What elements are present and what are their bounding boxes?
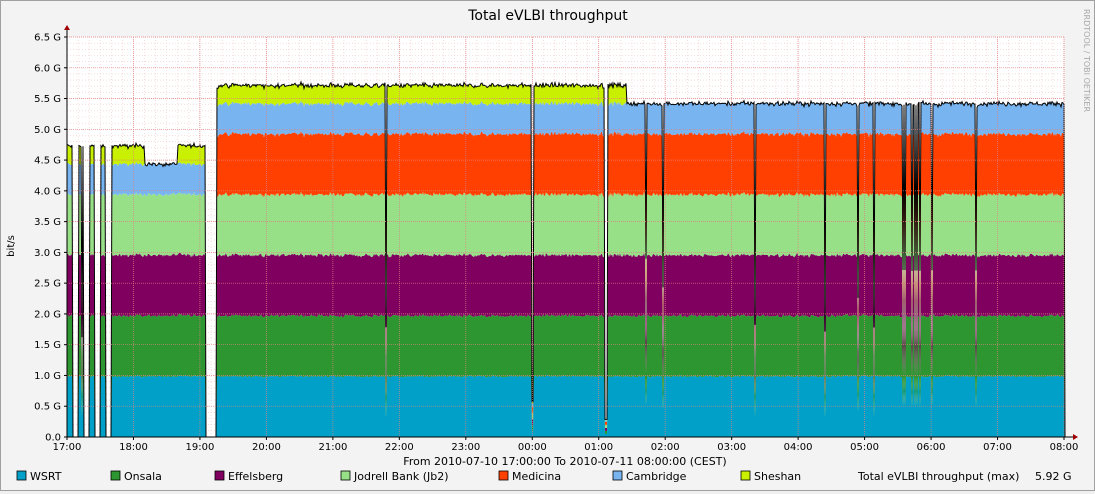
x-tick-label: 08:00 <box>1050 442 1079 453</box>
x-tick-label: 18:00 <box>119 442 148 453</box>
x-tick-label: 06:00 <box>917 442 946 453</box>
total-throughput-line <box>66 80 1066 438</box>
y-tick-label: 2.5 G <box>34 279 61 290</box>
y-axis-arrow <box>64 25 70 30</box>
legend-label-medicina: Medicina <box>512 470 561 483</box>
x-tick-label: 03:00 <box>717 442 746 453</box>
x-tick-label: 01:00 <box>584 442 613 453</box>
legend-label-sheshan: Sheshan <box>754 470 801 483</box>
y-axis-label: bit/s <box>6 235 17 257</box>
legend-swatch-onsala <box>110 470 121 481</box>
legend-swatch-jodrell-bank-jb2- <box>340 470 351 481</box>
legend-swatch-medicina <box>498 470 509 481</box>
y-tick-label: 3.0 G <box>34 248 61 259</box>
y-tick-label: 5.5 G <box>34 94 61 105</box>
legend-label-onsala: Onsala <box>124 470 162 483</box>
rrdtool-side-label: RRDTOOL / TOBI OETIKER <box>1082 9 1091 112</box>
y-tick-label: 6.0 G <box>34 63 61 74</box>
x-tick-label: 23:00 <box>451 442 480 453</box>
y-tick-label: 4.0 G <box>34 186 61 197</box>
legend-swatch-sheshan <box>740 470 751 481</box>
x-tick-label: 07:00 <box>983 442 1012 453</box>
y-tick-label: 6.5 G <box>34 33 61 44</box>
x-tick-label: 17:00 <box>53 442 82 453</box>
area-effelsberg <box>67 252 1065 437</box>
x-tick-label: 19:00 <box>185 442 214 453</box>
y-tick-label: 4.5 G <box>34 156 61 167</box>
x-tick-label: 02:00 <box>651 442 680 453</box>
y-tick-label: 1.0 G <box>34 371 61 382</box>
total-max-label: Total eVLBI throughput (max) <box>857 470 1019 483</box>
y-tick-label: 5.0 G <box>34 125 61 136</box>
legend-label-cambridge: Cambridge <box>626 470 687 483</box>
y-tick-label: 2.0 G <box>34 309 61 320</box>
y-tick-label: 0.0 <box>45 433 61 444</box>
legend-swatch-cambridge <box>612 470 623 481</box>
plot-area: 0.0 0.5 G 1.0 G 1.5 G 2.0 G 2.5 G 3.0 G 3.5 G 4.… <box>34 25 1078 453</box>
chart-title: Total eVLBI throughput <box>467 8 628 24</box>
total-max-value: 5.92 G <box>1035 470 1072 483</box>
y-tick-label: 1.5 G <box>34 340 61 351</box>
x-axis-arrow <box>1073 434 1078 440</box>
x-tick-label: 04:00 <box>784 442 813 453</box>
legend-label-wsrt: WSRT <box>30 470 62 483</box>
x-tick-label: 21:00 <box>318 442 347 453</box>
legend-swatch-effelsberg <box>214 470 225 481</box>
area-medicina <box>67 130 1065 437</box>
legend-label-effelsberg: Effelsberg <box>228 470 283 483</box>
x-axis-caption: From 2010-07-10 17:00:00 To 2010-07-11 0… <box>403 455 726 468</box>
area-jodrell-bank-jb2- <box>67 191 1065 437</box>
x-tick-label: 00:00 <box>518 442 547 453</box>
y-tick-label: 0.5 G <box>34 402 61 413</box>
legend: WSRT Onsala Effelsberg Jodrell Bank (Jb2) Me… <box>16 470 801 483</box>
x-tick-label: 20:00 <box>252 442 281 453</box>
y-tick-label: 3.5 G <box>34 217 61 228</box>
legend-label-jodrell-bank-jb2-: Jodrell Bank (Jb2) <box>353 470 449 483</box>
legend-swatch-wsrt <box>16 470 27 481</box>
x-tick-label: 05:00 <box>850 442 879 453</box>
x-tick-label: 22:00 <box>385 442 414 453</box>
